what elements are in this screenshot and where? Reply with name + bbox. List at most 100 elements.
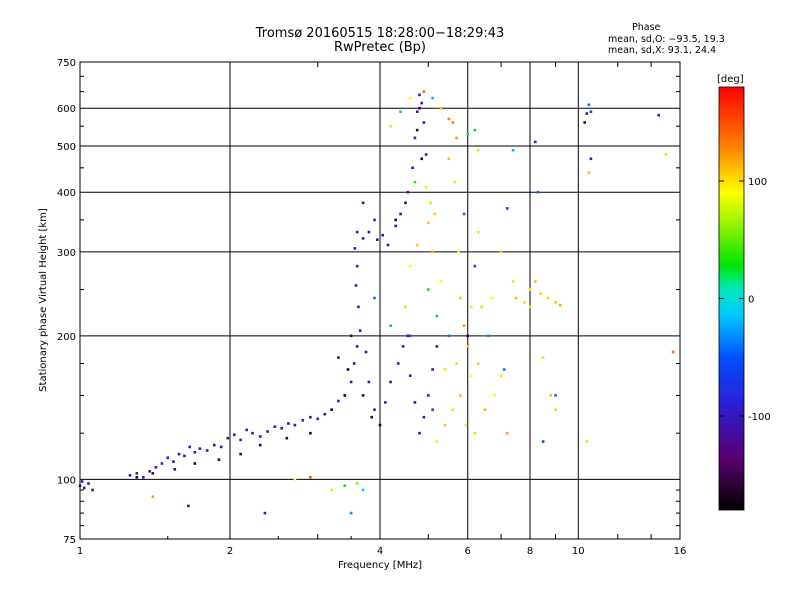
data-point: [151, 495, 155, 498]
data-point: [413, 401, 417, 404]
data-point: [585, 112, 589, 115]
grid-lines: [80, 62, 680, 539]
x-tick-label: 8: [527, 546, 533, 557]
data-point: [534, 280, 537, 283]
data-point: [514, 296, 518, 300]
x-tick-label: 16: [674, 546, 687, 557]
data-point: [505, 207, 509, 210]
data-point: [389, 380, 392, 384]
data-point: [546, 296, 550, 300]
y-tick-label: 400: [57, 188, 76, 199]
data-point: [226, 436, 230, 440]
data-point: [404, 201, 407, 205]
data-point: [316, 417, 319, 421]
x-tick-label: 2: [227, 546, 233, 557]
data-point: [418, 93, 421, 97]
data-point: [245, 428, 248, 432]
data-point: [337, 399, 340, 403]
data-point: [483, 408, 487, 411]
y-tick-label: 75: [63, 535, 76, 546]
data-point: [499, 374, 503, 377]
data-point: [361, 201, 365, 205]
data-point: [258, 435, 262, 438]
data-point: [558, 303, 562, 307]
data-point: [361, 394, 365, 397]
data-point: [422, 90, 426, 93]
data-point: [462, 324, 466, 327]
data-point: [346, 368, 350, 371]
colorbar-ticks: -100 0 100: [719, 177, 771, 423]
data-point: [373, 296, 376, 300]
data-point: [384, 401, 387, 404]
data-point: [135, 472, 139, 475]
data-point: [386, 243, 390, 247]
y-tick-label: 200: [57, 332, 76, 343]
data-point: [411, 166, 414, 170]
data-point: [349, 511, 353, 515]
y-tick-label: 600: [57, 104, 76, 115]
data-point: [266, 430, 269, 433]
data-point: [353, 247, 357, 250]
data-point: [429, 201, 432, 205]
data-point: [258, 443, 262, 447]
data-point: [293, 423, 297, 427]
data-point: [418, 106, 421, 110]
data-point: [367, 230, 371, 234]
chart-title: Tromsø 20160515 18:28:00−18:29:43: [255, 26, 505, 41]
x-axis-title: Frequency [MHz]: [338, 560, 422, 571]
data-point: [499, 250, 503, 254]
data-point: [406, 334, 410, 338]
data-point: [427, 221, 430, 225]
data-point: [466, 345, 469, 348]
data-point: [473, 431, 477, 435]
data-point: [541, 440, 545, 443]
data-point: [87, 482, 90, 485]
data-point: [373, 218, 376, 222]
phase-header: Phase: [632, 22, 661, 33]
data-point: [464, 423, 468, 427]
data-point: [349, 380, 353, 384]
data-point: [470, 305, 473, 309]
data-point: [451, 408, 455, 411]
data-point: [511, 148, 515, 152]
data-point: [589, 110, 593, 113]
data-point: [422, 415, 426, 419]
data-point: [285, 436, 289, 440]
data-point: [473, 128, 477, 132]
data-point: [490, 296, 493, 300]
data-point: [396, 362, 400, 365]
colorbar-label: [deg]: [717, 74, 744, 85]
data-point: [451, 121, 455, 124]
data-point: [470, 374, 473, 377]
data-point: [219, 445, 223, 449]
data-point: [439, 106, 443, 110]
data-point: [355, 482, 359, 485]
colorbar-tick-label: -100: [748, 412, 771, 423]
x-tick-label: 1: [77, 546, 83, 557]
data-point: [187, 504, 190, 508]
data-point: [160, 462, 164, 465]
data-point: [408, 374, 412, 377]
data-point: [424, 185, 428, 189]
data-point: [193, 462, 197, 465]
data-point: [528, 305, 532, 309]
data-point: [239, 452, 242, 456]
data-point: [539, 292, 542, 296]
chart-subtitle: RwPretec (Bp): [333, 40, 427, 55]
data-point: [664, 153, 668, 156]
x-tick-label: 4: [377, 546, 383, 557]
data-point: [534, 140, 537, 144]
data-point: [505, 431, 509, 435]
y-tick-label: 750: [57, 58, 76, 69]
data-point: [151, 472, 155, 475]
data-point: [433, 212, 436, 216]
data-point: [431, 96, 434, 100]
data-point: [367, 380, 371, 384]
data-point: [389, 324, 392, 327]
data-point: [427, 288, 430, 291]
data-point: [424, 153, 428, 156]
data-point: [408, 264, 412, 268]
data-point: [418, 431, 421, 435]
data-point: [583, 121, 586, 124]
data-point: [233, 433, 236, 437]
